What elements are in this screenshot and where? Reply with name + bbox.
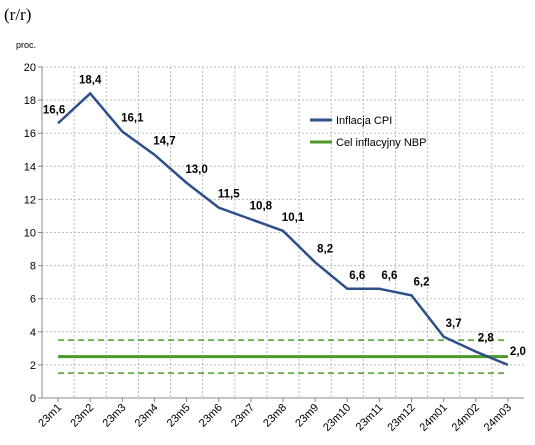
x-tick-label: 24m02 xyxy=(450,402,482,434)
x-tick-label: 23m11 xyxy=(354,402,386,434)
x-tick-label: 23m12 xyxy=(385,402,417,434)
legend-label: Inflacja CPI xyxy=(336,115,392,127)
cpi-line xyxy=(57,91,509,367)
x-tick-label: 23m1 xyxy=(36,402,64,430)
data-label: 16,6 xyxy=(43,104,65,116)
y-tick-label: 18 xyxy=(24,95,36,107)
x-tick-label: 23m6 xyxy=(197,402,225,430)
data-label: 10,8 xyxy=(250,200,273,212)
data-label: 16,1 xyxy=(121,113,144,125)
x-tick-label: 23m9 xyxy=(293,402,321,430)
legend-label: Cel inflacyjny NBP xyxy=(336,137,426,149)
data-label: 10,1 xyxy=(282,212,305,224)
y-tick-label: 2 xyxy=(30,360,36,372)
data-label: 8,2 xyxy=(317,243,333,255)
x-tick-label: 24m01 xyxy=(418,402,450,434)
data-label: 14,7 xyxy=(153,136,175,148)
y-tick-label: 8 xyxy=(30,261,36,273)
data-label: 2,8 xyxy=(478,333,495,345)
y-tick-label: 14 xyxy=(24,161,36,173)
x-tick-label: 23m8 xyxy=(261,402,289,430)
x-tick-label: 23m7 xyxy=(229,402,257,430)
data-label: 6,6 xyxy=(381,270,397,282)
y-tick-label: 10 xyxy=(24,228,36,240)
subtitle: (r/r) xyxy=(4,5,31,24)
data-label: 3,7 xyxy=(446,318,462,330)
y-tick-label: 6 xyxy=(30,294,36,306)
y-tick-label: 12 xyxy=(24,194,36,206)
data-label: 6,6 xyxy=(349,270,365,282)
data-label: 2,0 xyxy=(510,346,526,358)
data-label: 13,0 xyxy=(185,164,207,176)
data-label: 11,5 xyxy=(218,189,240,201)
x-tick-label: 24m03 xyxy=(482,402,514,434)
x-tick-label: 23m4 xyxy=(133,402,161,430)
y-axis-label: proc. xyxy=(16,40,36,50)
x-tick-label: 23m5 xyxy=(165,402,193,430)
data-label: 18,4 xyxy=(79,74,102,86)
y-tick-label: 16 xyxy=(24,128,36,140)
x-tick-label: 23m3 xyxy=(101,402,129,430)
y-tick-label: 20 xyxy=(24,62,36,74)
y-tick-label: 4 xyxy=(30,327,36,339)
x-tick-label: 23m10 xyxy=(321,402,353,434)
data-label: 6,2 xyxy=(414,276,430,288)
y-tick-label: 0 xyxy=(30,393,36,405)
x-tick-label: 23m2 xyxy=(68,402,96,430)
